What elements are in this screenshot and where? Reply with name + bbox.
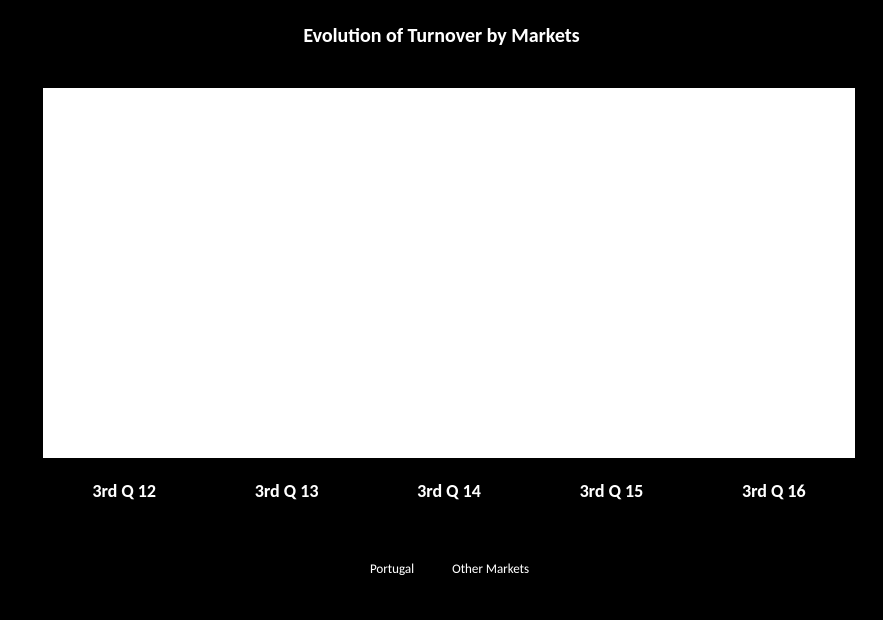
x-axis-label: 3rd Q 16 (693, 480, 855, 502)
x-axis-label: 3rd Q 15 (530, 480, 692, 502)
x-axis-label: 3rd Q 13 (205, 480, 367, 502)
chart-legend: Portugal Other Markets (0, 562, 883, 577)
chart-plot-area (43, 88, 855, 458)
x-axis-label: 3rd Q 12 (43, 480, 205, 502)
x-axis-label: 3rd Q 14 (368, 480, 530, 502)
chart-title: Evolution of Turnover by Markets (0, 24, 883, 48)
legend-swatch-icon (436, 565, 446, 575)
legend-item-other-markets: Other Markets (436, 562, 529, 577)
legend-label: Portugal (370, 562, 414, 577)
legend-item-portugal: Portugal (354, 562, 414, 577)
legend-label: Other Markets (452, 562, 529, 577)
chart-x-axis: 3rd Q 12 3rd Q 13 3rd Q 14 3rd Q 15 3rd … (43, 480, 855, 502)
legend-swatch-icon (354, 565, 364, 575)
